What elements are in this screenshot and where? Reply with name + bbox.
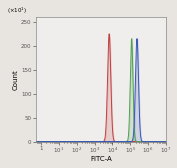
Text: $(\times10^1)$: $(\times10^1)$: [7, 6, 27, 16]
Y-axis label: Count: Count: [12, 69, 18, 90]
X-axis label: FITC-A: FITC-A: [90, 156, 112, 162]
